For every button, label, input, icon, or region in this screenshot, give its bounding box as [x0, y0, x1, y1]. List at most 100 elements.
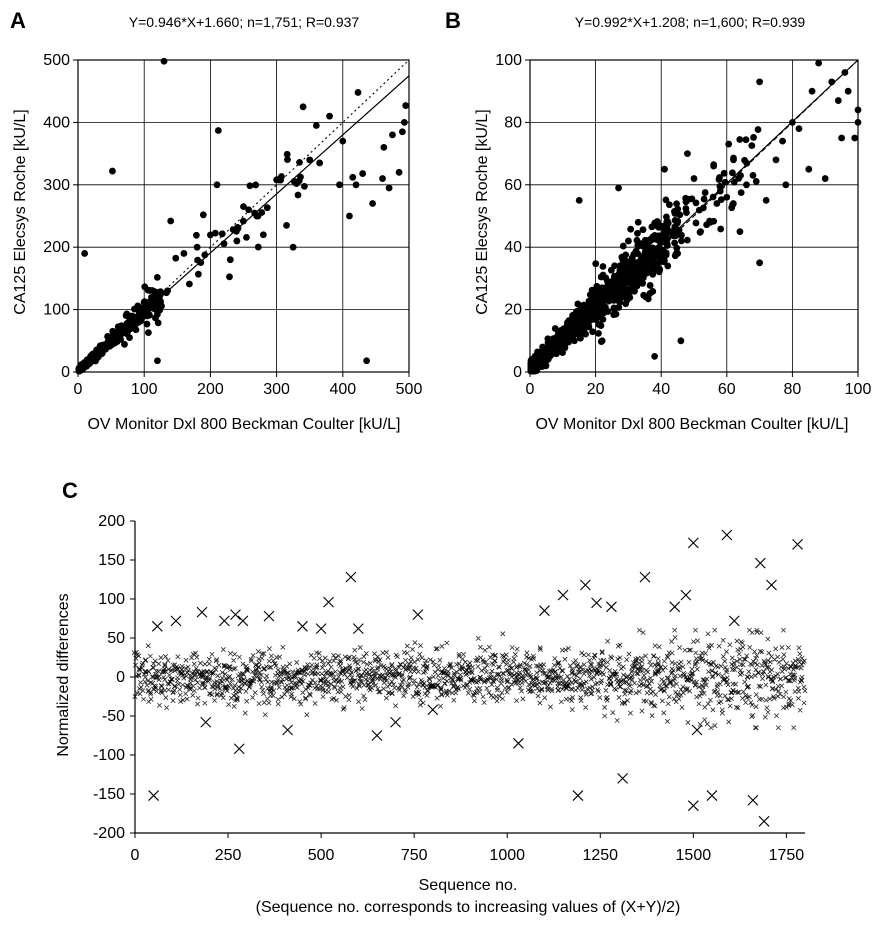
c-point	[327, 658, 333, 664]
c-point	[181, 675, 187, 681]
c-point	[236, 654, 242, 660]
b-outlier-point	[736, 228, 744, 236]
c-point	[276, 684, 282, 690]
a-x-tick-label: 200	[197, 381, 224, 398]
c-point	[600, 658, 606, 664]
c-point	[399, 673, 405, 679]
c-point	[449, 676, 455, 682]
c-point	[575, 662, 581, 668]
b-outlier-point	[690, 175, 698, 182]
c-point	[781, 652, 787, 658]
c-point	[387, 682, 393, 688]
b-point	[692, 219, 700, 227]
c-point	[266, 658, 272, 664]
c-point	[735, 705, 741, 711]
b-point	[651, 219, 659, 227]
c-point	[717, 681, 723, 687]
c-point	[760, 671, 766, 677]
c-point	[694, 679, 699, 685]
c-point	[765, 658, 771, 664]
c-outlier-point	[148, 790, 159, 801]
c-point	[616, 661, 622, 667]
c-point	[622, 687, 628, 693]
c-point	[636, 683, 642, 689]
b-outlier-point	[844, 87, 852, 95]
c-point	[291, 696, 297, 702]
c-point	[633, 658, 639, 664]
c-point	[219, 679, 225, 685]
c-point	[349, 670, 355, 675]
c-point	[231, 657, 237, 663]
c-point	[520, 696, 526, 702]
c-point	[431, 662, 437, 668]
c-y-tick-label: -150	[93, 786, 125, 803]
c-point	[256, 664, 262, 670]
b-point	[604, 293, 612, 301]
c-point	[268, 653, 274, 659]
c-point	[712, 723, 718, 729]
c-point	[294, 660, 300, 665]
c-point	[233, 691, 239, 697]
c-point	[526, 681, 532, 687]
c-point	[542, 679, 548, 685]
c-point	[731, 660, 737, 666]
c-point	[236, 684, 242, 690]
c-point	[710, 659, 716, 665]
c-point	[138, 684, 144, 690]
c-point	[219, 690, 225, 696]
b-point	[610, 285, 618, 293]
c-point	[275, 701, 281, 707]
c-point	[599, 678, 604, 683]
c-point	[738, 662, 744, 668]
a-point	[239, 217, 247, 225]
c-point	[136, 667, 142, 672]
c-point	[512, 651, 518, 657]
c-point	[143, 670, 149, 676]
b-outlier-point	[598, 337, 606, 345]
c-point	[226, 664, 232, 670]
c-point	[444, 640, 450, 646]
c-point	[256, 660, 262, 666]
a-point	[297, 173, 304, 181]
c-point	[734, 664, 740, 670]
c-point	[399, 684, 405, 690]
c-point	[680, 664, 686, 670]
c-point	[730, 687, 736, 693]
c-point	[583, 679, 589, 685]
c-point	[191, 661, 197, 667]
b-point	[716, 174, 723, 181]
c-point	[695, 638, 701, 644]
a-point	[141, 283, 149, 291]
c-outlier-point	[237, 615, 249, 627]
c-point	[156, 661, 162, 667]
b-point	[582, 330, 589, 338]
c-point	[471, 698, 477, 704]
c-point	[537, 645, 543, 651]
c-point	[411, 668, 417, 674]
c-outlier-point	[606, 601, 617, 613]
c-point	[575, 669, 581, 675]
b-outlier-point	[697, 228, 704, 236]
b-outlier-point	[834, 97, 842, 104]
c-point	[152, 684, 158, 690]
c-point	[224, 688, 230, 694]
c-point	[338, 689, 344, 695]
c-point	[658, 687, 663, 693]
c-point	[620, 677, 626, 683]
c-outlier-point	[687, 800, 699, 812]
c-x-tick-label: 1500	[676, 847, 712, 864]
c-point	[613, 687, 619, 693]
c-point	[647, 659, 653, 665]
c-point	[542, 695, 548, 701]
c-point	[580, 667, 585, 673]
c-point	[527, 663, 533, 669]
c-point	[749, 662, 755, 668]
c-point	[556, 675, 562, 681]
c-point	[749, 714, 755, 720]
c-point	[433, 646, 439, 652]
c-point	[332, 655, 338, 661]
c-point	[770, 678, 776, 684]
b-point	[737, 189, 745, 197]
c-point	[602, 704, 608, 710]
b-point	[700, 195, 708, 203]
